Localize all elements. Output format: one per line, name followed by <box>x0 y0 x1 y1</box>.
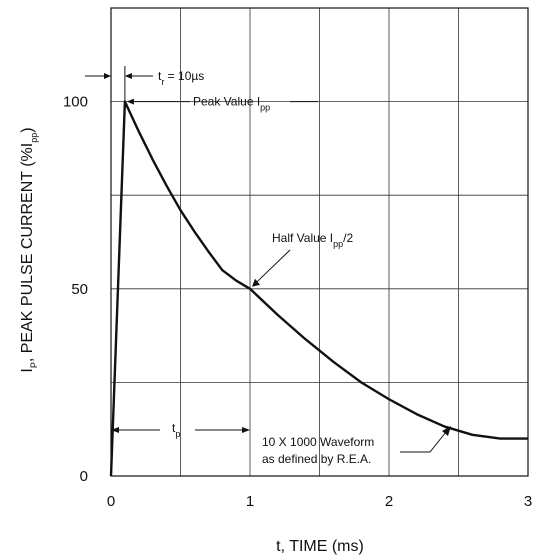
plot-frame <box>110 7 529 477</box>
y-tick-label: 0 <box>80 468 88 485</box>
x-tick-label: 0 <box>107 493 115 510</box>
arrowhead <box>104 73 111 79</box>
y-tick-label: 100 <box>63 94 88 111</box>
tick-labels: 0 1 2 3 0 50 100 <box>63 94 532 510</box>
waveform-line <box>109 100 528 477</box>
waveform-leader <box>400 431 447 453</box>
x-axis-label: t, TIME (ms) <box>276 538 364 555</box>
half-value-label: Half Value Ipp/2 <box>272 231 354 249</box>
x-tick-label: 2 <box>385 493 393 510</box>
x-tick-label: 3 <box>524 493 532 510</box>
waveform-caption: 10 X 1000 Waveform as defined by R.E.A. <box>262 435 374 466</box>
y-tick-label: 50 <box>71 281 88 298</box>
arrowhead <box>124 73 132 79</box>
peak-value-label: Peak Value Ipp <box>193 95 270 113</box>
half-arrow <box>255 249 291 284</box>
arrowhead <box>242 427 250 433</box>
arrowhead <box>252 278 260 287</box>
rise-time-label: tr = 10µs <box>158 69 204 87</box>
arrowhead <box>126 98 134 105</box>
y-axis-label: IP, PEAK PULSE CURRENT (%Ipp) <box>19 127 39 372</box>
arrowhead <box>111 427 119 433</box>
x-tick-label: 1 <box>246 493 254 510</box>
y-axis-label-text: IP, PEAK PULSE CURRENT (%Ipp) <box>19 127 39 372</box>
grid <box>111 8 528 476</box>
arrowhead <box>442 426 451 436</box>
tp-label: tp <box>172 421 180 439</box>
marks <box>109 100 528 477</box>
annotations: tr = 10µs Peak Value Ipp Half Value Ipp/2 t… <box>85 66 451 466</box>
